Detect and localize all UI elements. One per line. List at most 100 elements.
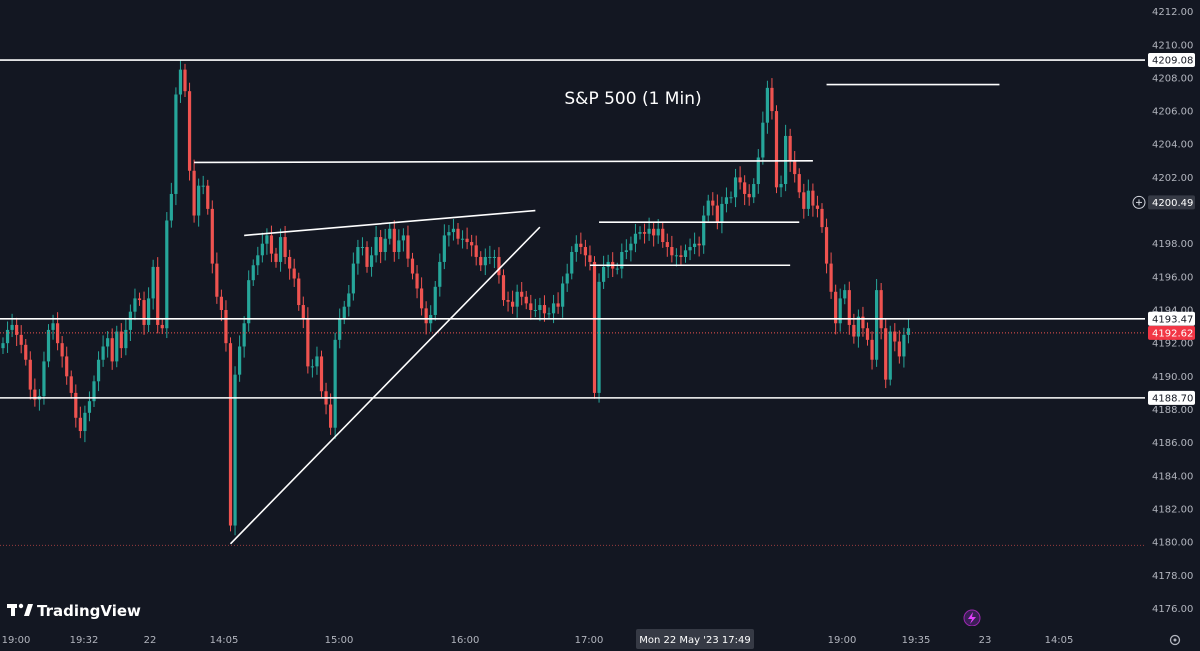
candle (602, 255, 606, 289)
chart-title: S&P 500 (1 Min) (564, 89, 701, 109)
candle (806, 179, 810, 217)
candle (169, 182, 173, 228)
price-tick-label: 4180.00 (1152, 538, 1193, 549)
trendline-rising-support[interactable] (229, 226, 541, 545)
candle (197, 178, 201, 227)
candle (820, 203, 824, 233)
price-tick-label: 4198.00 (1152, 239, 1193, 250)
price-tick-label: 4194.00 (1152, 306, 1193, 317)
candle (733, 168, 738, 208)
candle (183, 63, 187, 97)
candle (906, 318, 911, 344)
candle (815, 195, 820, 218)
candle (515, 284, 519, 318)
candle (269, 225, 274, 263)
candle (351, 252, 355, 301)
candle (888, 325, 892, 386)
candle (251, 259, 255, 286)
candle (902, 327, 906, 368)
candle (488, 245, 492, 265)
candle (15, 317, 19, 346)
candle (219, 289, 223, 322)
candle (884, 318, 888, 389)
candle (538, 297, 542, 322)
candle (838, 288, 842, 332)
candle (506, 291, 510, 312)
price-tick-label: 4176.00 (1152, 604, 1193, 615)
candle (319, 350, 324, 398)
candle (42, 351, 46, 405)
price-tick-label: 4212.00 (1152, 7, 1193, 18)
price-tick-label: 4196.00 (1152, 272, 1193, 283)
settings-icon[interactable] (1169, 634, 1181, 646)
time-tick-label: 19:32 (70, 635, 99, 646)
candle (156, 257, 160, 334)
candle (633, 223, 638, 253)
candle (847, 281, 851, 335)
candle (565, 263, 569, 292)
candle (224, 300, 228, 352)
candle (187, 82, 192, 181)
time-tick-label: 22 (144, 635, 157, 646)
svg-text:4188.70: 4188.70 (1152, 393, 1193, 404)
price-tick-label: 4188.00 (1152, 405, 1193, 416)
level-price-badge: 4209.08 (1148, 53, 1195, 68)
candle (752, 178, 756, 204)
price-tick-label: 4202.00 (1152, 173, 1193, 184)
candle (438, 253, 442, 297)
candle (779, 175, 783, 198)
candle (238, 335, 242, 382)
candle (893, 323, 897, 352)
lightning-icon[interactable] (963, 609, 981, 627)
candle (720, 196, 724, 234)
price-tick-label: 4210.00 (1152, 40, 1193, 51)
candle (747, 184, 751, 206)
candle (761, 111, 765, 165)
candle (706, 194, 710, 222)
time-tick-label: 17:00 (575, 635, 604, 646)
candle (151, 259, 155, 310)
time-axis[interactable]: 19:0019:322214:0515:0016:0017:0018:0019:… (0, 626, 1200, 651)
trendline-upper-resistance[interactable] (194, 160, 813, 164)
candle (774, 105, 779, 194)
candle (210, 200, 214, 274)
level-price-badge: 4193.47 (1148, 311, 1195, 326)
tradingview-logo-icon (7, 603, 33, 616)
time-tick-label: 19:00 (828, 635, 857, 646)
candle (233, 366, 237, 536)
candle (329, 393, 333, 435)
candle (542, 295, 547, 322)
candle (738, 166, 742, 190)
plus-circle-icon[interactable] (1132, 195, 1146, 209)
candle (802, 183, 806, 219)
candle (665, 233, 669, 257)
current-price-badge: 4192.62 (1148, 325, 1195, 340)
svg-text:Mon 22 May '23 17:49: Mon 22 May '23 17:49 (639, 635, 751, 646)
candle (447, 224, 451, 247)
tradingview-logo-text: TradingView (37, 602, 141, 620)
trendline-rising-wedge-top[interactable] (244, 209, 536, 237)
candle (388, 222, 392, 245)
candle (856, 309, 860, 348)
svg-text:4193.47: 4193.47 (1152, 314, 1193, 325)
candle (638, 226, 642, 240)
price-tick-label: 4184.00 (1152, 471, 1193, 482)
candle (106, 331, 110, 358)
candle (65, 346, 69, 385)
candle (247, 270, 251, 332)
candle (256, 246, 260, 276)
candle (192, 159, 196, 223)
candle (661, 222, 665, 248)
candle (456, 222, 460, 245)
candle (128, 304, 132, 342)
candle (875, 279, 879, 367)
candle (297, 272, 301, 311)
tradingview-logo[interactable]: TradingView (7, 602, 141, 620)
candle (28, 351, 32, 400)
candle (215, 252, 219, 304)
candle (115, 325, 119, 368)
candle (228, 337, 233, 532)
candle (301, 296, 305, 329)
candle (60, 336, 64, 368)
